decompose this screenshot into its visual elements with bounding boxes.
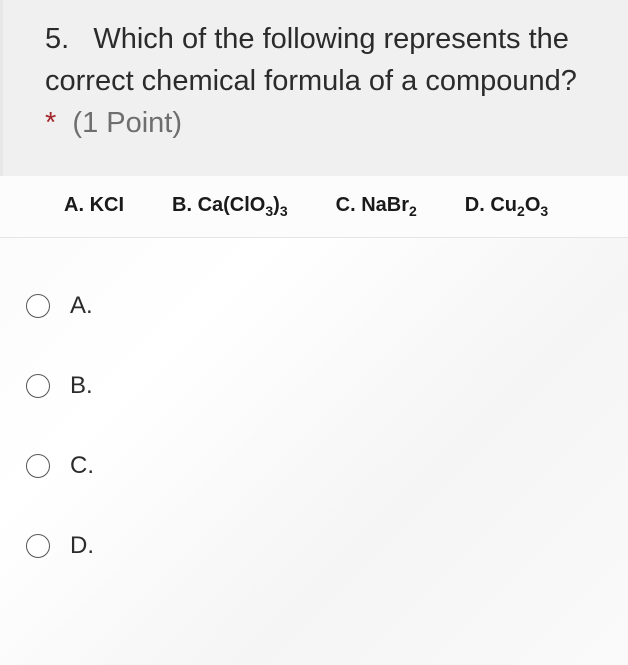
option-label: C. bbox=[70, 452, 94, 480]
option-label: D. bbox=[70, 532, 94, 560]
radio-icon[interactable] bbox=[26, 534, 50, 558]
choice-d: D. Cu2O3 bbox=[465, 194, 548, 219]
points-label: (1 Point) bbox=[72, 107, 182, 139]
question-header: 5. Which of the following represents the… bbox=[0, 0, 628, 176]
option-b[interactable]: B. bbox=[18, 346, 628, 426]
question-number: 5. bbox=[45, 23, 69, 55]
radio-icon[interactable] bbox=[26, 294, 50, 318]
answer-choices-strip: A. KCI B. Ca(ClO3)3 C. NaBr2 D. Cu2O3 bbox=[0, 176, 628, 238]
option-c[interactable]: C. bbox=[18, 426, 628, 506]
option-label: B. bbox=[70, 372, 93, 400]
option-a[interactable]: A. bbox=[18, 266, 628, 346]
option-label: A. bbox=[70, 292, 93, 320]
question-line3: compound? bbox=[425, 65, 577, 97]
radio-icon[interactable] bbox=[26, 454, 50, 478]
option-d[interactable]: D. bbox=[18, 506, 628, 586]
question-text: 5. Which of the following represents the… bbox=[45, 18, 604, 144]
required-mark: * bbox=[45, 107, 56, 139]
choice-b: B. Ca(ClO3)3 bbox=[172, 194, 288, 219]
options-list: A. B. C. D. bbox=[0, 238, 628, 586]
question-line1: Which of the following represents bbox=[93, 23, 520, 55]
radio-icon[interactable] bbox=[26, 374, 50, 398]
choice-c: C. NaBr2 bbox=[336, 194, 417, 219]
choice-a: A. KCI bbox=[64, 194, 124, 217]
